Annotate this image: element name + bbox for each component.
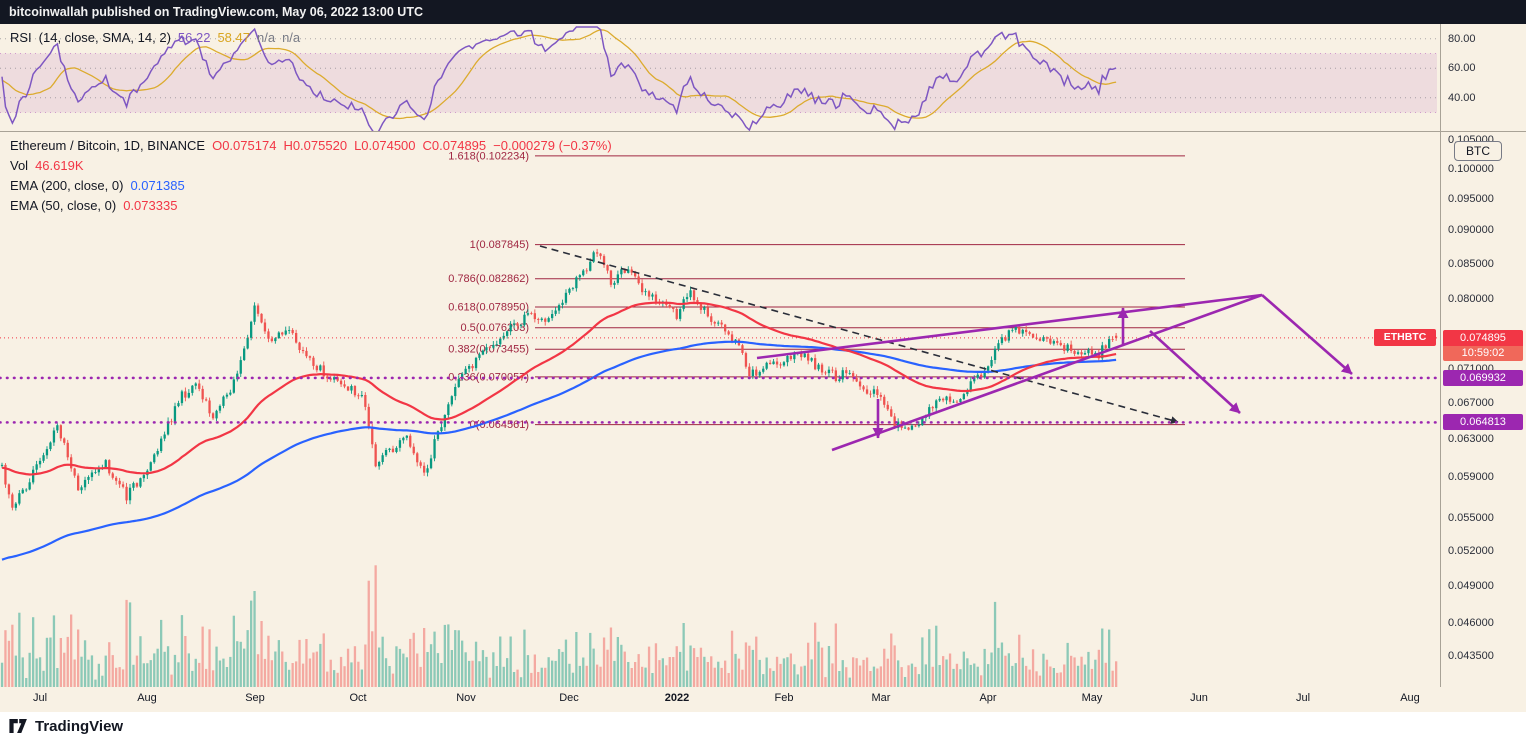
time-axis-label: Jul — [32, 692, 48, 704]
purple-arrow[interactable] — [1261, 294, 1353, 375]
time-axis-label: Apr — [979, 692, 997, 704]
tradingview-wordmark[interactable]: TradingView — [35, 717, 124, 735]
time-axis-label: Dec — [559, 692, 579, 704]
price-axis-label: 0.095000 — [1448, 192, 1494, 205]
fib-level-label: 0.236(0.070057) — [448, 371, 529, 383]
ema-200-line[interactable] — [1, 340, 1117, 561]
fib-level-label: 0.786(0.082862) — [448, 273, 529, 285]
rsi-pane[interactable]: RSI (14, close, SMA, 14, 2) 56.22 58.47 … — [0, 24, 1526, 132]
price-scale[interactable]: BTC 0.074895 10:59:02 0.069932 0.064813 … — [1440, 132, 1526, 687]
price-axis-label: 0.046000 — [1448, 616, 1494, 629]
purple-level-tag[interactable]: 0.064813 — [1443, 414, 1523, 431]
time-axis-label: Aug — [137, 692, 157, 704]
last-price-tag[interactable]: 0.074895 10:59:02 — [1443, 329, 1523, 361]
time-axis-label: Sep — [245, 692, 265, 704]
rsi-price-scale[interactable]: 80.00 60.00 40.00 — [1440, 24, 1526, 131]
bar-countdown: 10:59:02 — [1443, 345, 1523, 361]
rsi-plot[interactable] — [0, 24, 1440, 131]
time-axis-label: Mar — [871, 692, 891, 704]
ema200-label[interactable]: EMA (200, close, 0) — [10, 178, 124, 193]
price-axis-label: 0.049000 — [1448, 579, 1494, 592]
symbol-price-flag[interactable]: ETHBTC — [1374, 329, 1436, 347]
ema50-value: 0.073335 — [123, 198, 178, 213]
price-axis-label: 0.043500 — [1448, 649, 1494, 662]
fib-level-label: 0.382(0.073455) — [448, 344, 529, 356]
rsi-axis-label: 40.00 — [1448, 91, 1476, 104]
time-axis-label: Jun — [1190, 692, 1208, 704]
rsi-value: 56.22 — [177, 30, 211, 45]
volume-label[interactable]: Vol — [10, 158, 29, 173]
fib-level-label: 1.618(0.102234) — [448, 150, 529, 162]
price-axis-label: 0.063000 — [1448, 433, 1494, 445]
ohlc-high: H0.075520 — [283, 138, 348, 153]
price-plot[interactable]: 1.618(0.102234) 1(0.087845) 0.786(0.082862… — [0, 132, 1440, 687]
purple-trendline[interactable] — [831, 293, 1263, 452]
rsi-legend: RSI (14, close, SMA, 14, 2) 56.22 58.47 … — [10, 30, 300, 50]
publish-header-text: bitcoinwallah published on TradingView.c… — [9, 5, 424, 19]
price-axis-label: 0.052000 — [1448, 545, 1494, 558]
chart-legend: Ethereum / Bitcoin, 1D, BINANCE O0.07517… — [10, 138, 612, 218]
fib-level-label: 0.5(0.076203) — [461, 322, 530, 334]
fib-retracement[interactable]: 1.618(0.102234) 1(0.087845) 0.786(0.082862… — [448, 150, 1185, 431]
footer-bar: TradingView — [0, 712, 1526, 740]
rsi-params: (14, close, SMA, 14, 2) — [38, 30, 171, 45]
volume-series — [0, 565, 1118, 687]
symbol-title[interactable]: Ethereum / Bitcoin, 1D, BINANCE — [10, 138, 206, 153]
tradingview-logo-icon[interactable] — [9, 719, 28, 733]
rsi-axis-label: 60.00 — [1448, 62, 1476, 75]
rsi-title: RSI — [10, 30, 32, 45]
rsi-ma-value: 58.47 — [217, 30, 250, 45]
time-axis-label: Feb — [774, 692, 794, 704]
rsi-upper-band-value: n/a — [257, 30, 276, 45]
price-axis-label: 0.100000 — [1448, 162, 1494, 175]
volume-value: 46.619K — [35, 158, 84, 173]
change-value: −0.000279 (−0.37%) — [493, 138, 612, 153]
ohlc-low: L0.074500 — [354, 138, 416, 153]
time-axis[interactable]: Jul Aug Sep Oct Nov Dec 2022 Feb Mar Apr May Jun Jul… — [0, 688, 1526, 712]
candlestick-series — [0, 248, 1118, 511]
time-axis-label: May — [1081, 692, 1103, 704]
time-axis-label: Nov — [456, 692, 476, 704]
price-axis-label: 0.055000 — [1448, 512, 1494, 525]
price-axis-label: 0.090000 — [1448, 224, 1494, 237]
time-axis-label: Jul — [1295, 692, 1311, 704]
price-axis-label: 0.067000 — [1448, 397, 1494, 409]
purple-arrow[interactable] — [1149, 330, 1241, 414]
currency-unit-button[interactable]: BTC — [1454, 141, 1502, 161]
purple-level-tag[interactable]: 0.069932 — [1443, 369, 1523, 386]
price-axis-label: 0.059000 — [1448, 471, 1494, 484]
price-axis-label: 0.085000 — [1448, 257, 1494, 270]
ohlc-close: C0.074895 — [422, 138, 487, 153]
time-axis-label: Aug — [1400, 692, 1420, 704]
time-axis-label: 2022 — [664, 692, 690, 704]
ema200-value: 0.071385 — [130, 178, 185, 193]
purple-trendline[interactable] — [756, 293, 1263, 360]
rsi-line — [1, 26, 1117, 131]
rsi-axis-label: 80.00 — [1448, 32, 1476, 45]
ema50-label[interactable]: EMA (50, close, 0) — [10, 198, 117, 213]
time-axis-label: Oct — [349, 692, 367, 704]
dashed-downtrend-line[interactable] — [539, 245, 1179, 424]
last-price-value: 0.074895 — [1443, 329, 1523, 346]
rsi-lower-band-value: n/a — [282, 30, 301, 45]
ema-50-line[interactable] — [1, 301, 1117, 476]
price-axis-label: 0.080000 — [1448, 293, 1494, 306]
ohlc-open: O0.075174 — [212, 138, 277, 153]
rsi-band — [0, 53, 1437, 113]
publish-header: bitcoinwallah published on TradingView.c… — [0, 0, 1526, 24]
fib-level-label: 1(0.087845) — [470, 239, 529, 251]
main-chart-pane[interactable]: 1.618(0.102234) 1(0.087845) 0.786(0.082862… — [0, 132, 1526, 687]
fib-level-label: 0.618(0.078950) — [448, 302, 529, 314]
